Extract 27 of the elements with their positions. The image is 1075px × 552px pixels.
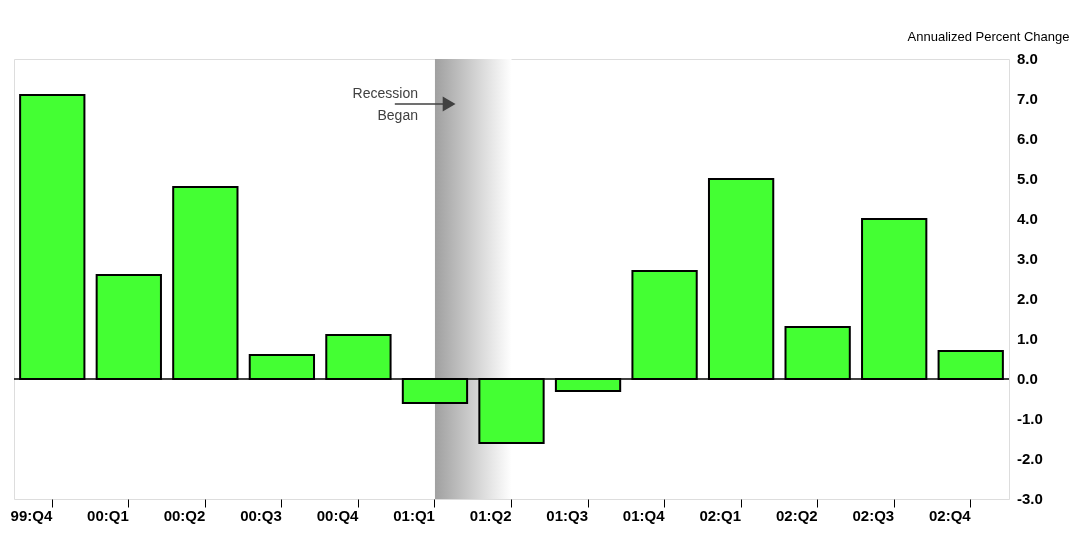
y-tick-label: 4.0	[1017, 210, 1038, 227]
y-tick-label: -3.0	[1017, 490, 1043, 507]
y-tick-label: -1.0	[1017, 410, 1043, 427]
y-tick-label: 0.0	[1017, 370, 1038, 387]
x-tick-label: 01:Q1	[393, 506, 435, 524]
y-tick-label: 8.0	[1017, 50, 1038, 67]
x-tick-label: 01:Q4	[622, 506, 666, 524]
y-tick-label: 3.0	[1017, 250, 1038, 267]
y-tick-label: 7.0	[1017, 90, 1038, 107]
annotation: Recession Began	[352, 85, 418, 123]
x-tick-label: 00:Q2	[163, 506, 206, 524]
x-tick-label: 00:Q1	[87, 506, 129, 524]
y-tick-label: 5.0	[1017, 170, 1038, 187]
x-tick-label: 99:Q4	[10, 506, 53, 524]
x-tick-label: 02:Q4	[929, 506, 972, 524]
x-tick-label: 00:Q4	[316, 506, 360, 524]
x-tick-label: 01:Q2	[469, 506, 512, 524]
y-tick-label: 2.0	[1017, 290, 1038, 307]
x-tick-label: 02:Q2	[775, 506, 818, 524]
x-tick-label: 00:Q3	[240, 506, 282, 524]
x-tick-label: 02:Q3	[852, 506, 895, 524]
x-tick-label: 01:Q3	[546, 506, 589, 524]
y-tick-label: -2.0	[1017, 450, 1043, 467]
x-tick-label: 02:Q1	[699, 506, 742, 524]
y-tick-label: 1.0	[1017, 330, 1038, 347]
y-tick-label: 6.0	[1017, 130, 1038, 147]
y-axis-title: Annualized Percent Change	[907, 28, 1070, 44]
